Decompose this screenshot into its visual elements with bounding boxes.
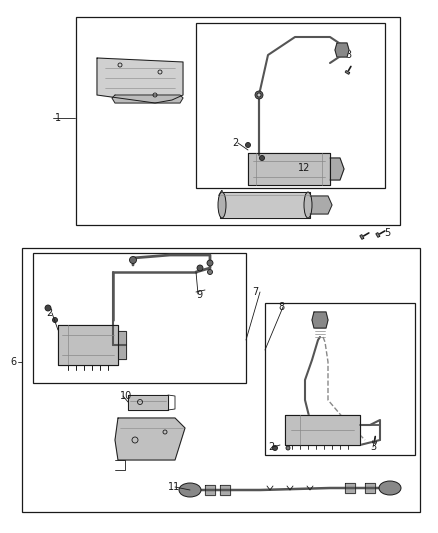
Polygon shape	[365, 483, 375, 493]
Polygon shape	[220, 485, 230, 495]
Polygon shape	[345, 483, 355, 493]
Text: 1: 1	[55, 113, 61, 123]
Text: 2: 2	[46, 308, 52, 318]
Polygon shape	[285, 415, 360, 445]
Polygon shape	[128, 395, 168, 410]
Polygon shape	[220, 192, 310, 218]
Circle shape	[197, 265, 203, 271]
Text: 2: 2	[232, 138, 238, 148]
Text: 6: 6	[10, 357, 16, 367]
Text: 8: 8	[278, 302, 284, 312]
Polygon shape	[376, 233, 380, 237]
Circle shape	[130, 256, 137, 263]
Polygon shape	[330, 158, 344, 180]
Text: 2: 2	[268, 442, 274, 452]
Polygon shape	[118, 331, 126, 359]
Ellipse shape	[218, 192, 226, 218]
Text: 3: 3	[370, 442, 376, 452]
Text: 11: 11	[168, 482, 180, 492]
Bar	[76, 17, 400, 225]
Polygon shape	[97, 58, 183, 103]
Circle shape	[53, 318, 57, 322]
Polygon shape	[115, 418, 185, 460]
Circle shape	[207, 260, 213, 266]
Ellipse shape	[379, 481, 401, 495]
Text: 7: 7	[252, 287, 258, 297]
Polygon shape	[335, 43, 349, 57]
Circle shape	[272, 446, 278, 450]
Polygon shape	[345, 71, 350, 74]
Bar	[265, 303, 415, 455]
Circle shape	[45, 305, 51, 311]
Bar	[33, 253, 246, 383]
Polygon shape	[372, 441, 376, 443]
Polygon shape	[360, 235, 364, 239]
Text: 9: 9	[196, 290, 202, 300]
Text: 3: 3	[345, 50, 351, 60]
Circle shape	[255, 91, 263, 99]
Bar	[196, 23, 385, 188]
Ellipse shape	[304, 192, 312, 218]
Polygon shape	[112, 95, 183, 103]
Polygon shape	[312, 312, 328, 328]
Polygon shape	[58, 325, 118, 365]
Polygon shape	[248, 153, 330, 185]
Circle shape	[286, 446, 290, 450]
Bar	[22, 248, 420, 512]
Polygon shape	[310, 196, 332, 214]
Circle shape	[208, 270, 212, 274]
Text: 10: 10	[120, 391, 132, 401]
Text: 5: 5	[384, 228, 390, 238]
Ellipse shape	[179, 483, 201, 497]
Polygon shape	[205, 485, 215, 495]
Text: 12: 12	[298, 163, 311, 173]
Circle shape	[246, 142, 251, 148]
Circle shape	[257, 93, 261, 97]
Text: 4: 4	[218, 190, 224, 200]
Circle shape	[259, 156, 265, 160]
